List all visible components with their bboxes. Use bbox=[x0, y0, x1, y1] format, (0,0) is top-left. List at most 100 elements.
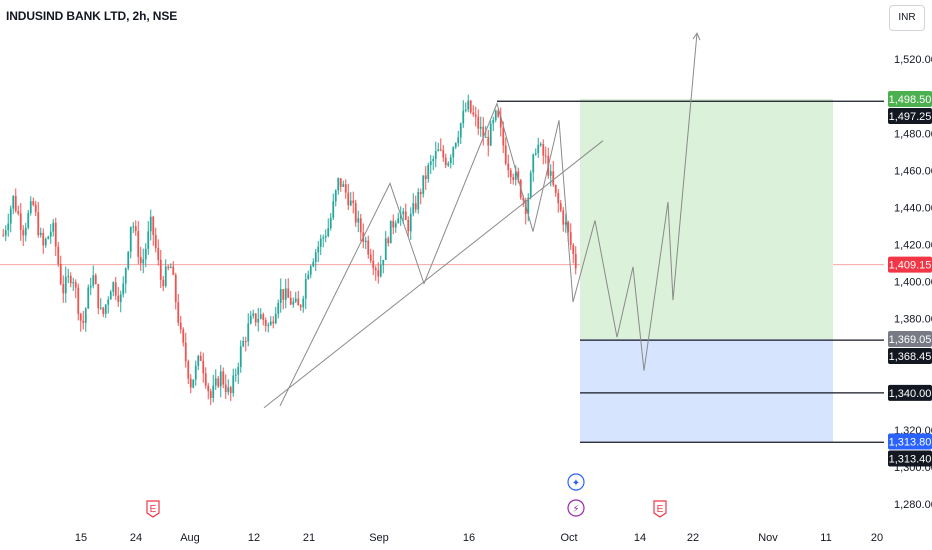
candle-body bbox=[19, 213, 22, 231]
candle-body bbox=[419, 192, 422, 195]
candle-body bbox=[539, 143, 542, 145]
candle-body bbox=[42, 232, 45, 246]
earnings-icon bbox=[653, 500, 667, 518]
candle-body bbox=[272, 321, 275, 324]
y-tick-label: 1,440.00 bbox=[894, 202, 932, 214]
x-tick-label: Sep bbox=[369, 532, 389, 544]
earnings-marker[interactable]: E bbox=[146, 500, 160, 518]
candle-body bbox=[169, 266, 172, 269]
price-axis[interactable]: 1,280.001,300.001,320.001,340.001,360.00… bbox=[888, 54, 932, 511]
candle-body bbox=[72, 282, 75, 284]
candle-body bbox=[287, 288, 290, 298]
candle-body bbox=[227, 387, 230, 393]
candle-body bbox=[219, 371, 222, 387]
flash-marker[interactable]: ⚡ bbox=[567, 499, 585, 517]
candle-body bbox=[527, 197, 530, 214]
candle-body bbox=[374, 268, 377, 271]
candle-body bbox=[182, 329, 185, 343]
candle-body bbox=[327, 228, 330, 237]
candle-body bbox=[479, 126, 482, 129]
candle-body bbox=[67, 275, 70, 277]
candle-body bbox=[24, 227, 27, 236]
time-axis[interactable]: 15 24 Aug 12 21 Sep 16 Oct 14 22 Nov 11 20 bbox=[75, 532, 883, 544]
candle-body bbox=[354, 203, 357, 223]
x-tick-label: 15 bbox=[75, 532, 87, 544]
candle-body bbox=[267, 324, 270, 326]
candle-body bbox=[487, 136, 490, 146]
stop-zone bbox=[580, 339, 833, 442]
candle-body bbox=[34, 204, 37, 213]
candle-body bbox=[322, 237, 325, 239]
candle-body bbox=[187, 361, 190, 379]
candle-body bbox=[489, 123, 492, 146]
candle-body bbox=[337, 178, 340, 191]
candle-body bbox=[407, 219, 410, 232]
candle-body bbox=[4, 230, 7, 236]
candle-body bbox=[99, 307, 102, 309]
candle-body bbox=[309, 266, 312, 275]
candle-body bbox=[244, 340, 247, 342]
candle-body bbox=[452, 147, 455, 158]
candle-body bbox=[307, 274, 310, 279]
x-tick-label: Oct bbox=[560, 532, 577, 544]
candle-body bbox=[402, 211, 405, 215]
candle-body bbox=[434, 151, 437, 159]
candle-body bbox=[159, 259, 162, 280]
candle-body bbox=[294, 298, 297, 302]
zigzag-pattern[interactable] bbox=[279, 102, 574, 407]
candle-body bbox=[232, 375, 235, 394]
earnings-label: E bbox=[150, 504, 157, 515]
candle-body bbox=[379, 265, 382, 277]
candle-body bbox=[389, 220, 392, 244]
currency-button[interactable]: INR bbox=[889, 5, 925, 31]
candle-body bbox=[437, 149, 440, 152]
candle-body bbox=[574, 253, 577, 269]
symbol-title: INDUSIND BANK LTD, 2h, NSE bbox=[6, 9, 178, 23]
candle-body bbox=[39, 232, 42, 236]
earnings-marker[interactable]: E bbox=[653, 500, 667, 518]
candle-body bbox=[139, 256, 142, 264]
candle-body bbox=[429, 161, 432, 165]
candle-body bbox=[147, 231, 150, 249]
candle-body bbox=[79, 313, 82, 321]
candle-body bbox=[204, 373, 207, 386]
candle-body bbox=[37, 212, 40, 236]
candle-body bbox=[122, 283, 125, 295]
candle-body bbox=[259, 314, 262, 319]
event-markers[interactable]: E ✦ ⚡ E bbox=[146, 473, 667, 518]
candle-body bbox=[92, 275, 95, 286]
x-tick-label: 16 bbox=[463, 532, 475, 544]
candle-body bbox=[112, 282, 115, 292]
candle-body bbox=[334, 190, 337, 202]
candle-body bbox=[29, 201, 32, 214]
projection-path[interactable] bbox=[572, 33, 698, 371]
candle-body bbox=[477, 116, 480, 129]
x-tick-label: 12 bbox=[248, 532, 260, 544]
price-badge: 1,368.45 bbox=[888, 348, 932, 365]
trendline[interactable] bbox=[263, 140, 604, 409]
candle-body bbox=[279, 289, 282, 303]
candle-body bbox=[254, 313, 257, 323]
candle-body bbox=[104, 304, 107, 314]
candle-body bbox=[164, 266, 167, 287]
candle-body bbox=[264, 320, 267, 326]
candle-body bbox=[189, 378, 192, 388]
price-badge-label: 1,409.15 bbox=[889, 260, 932, 272]
y-tick-label: 1,400.00 bbox=[894, 277, 932, 289]
candle-body bbox=[312, 262, 315, 267]
drawings[interactable] bbox=[263, 32, 884, 443]
news-marker[interactable]: ✦ bbox=[567, 473, 585, 491]
candle-body bbox=[302, 298, 305, 308]
candle-body bbox=[357, 218, 360, 223]
earnings-icon bbox=[146, 500, 160, 518]
candle-body bbox=[177, 302, 180, 323]
price-badge-bg bbox=[888, 348, 932, 365]
y-tick-label: 1,460.00 bbox=[894, 165, 932, 177]
candle-body bbox=[484, 136, 487, 138]
candle-body bbox=[69, 275, 72, 284]
candle-body bbox=[529, 172, 532, 198]
candle-body bbox=[184, 342, 187, 362]
candle-body bbox=[572, 245, 575, 254]
candle-body bbox=[142, 259, 145, 264]
